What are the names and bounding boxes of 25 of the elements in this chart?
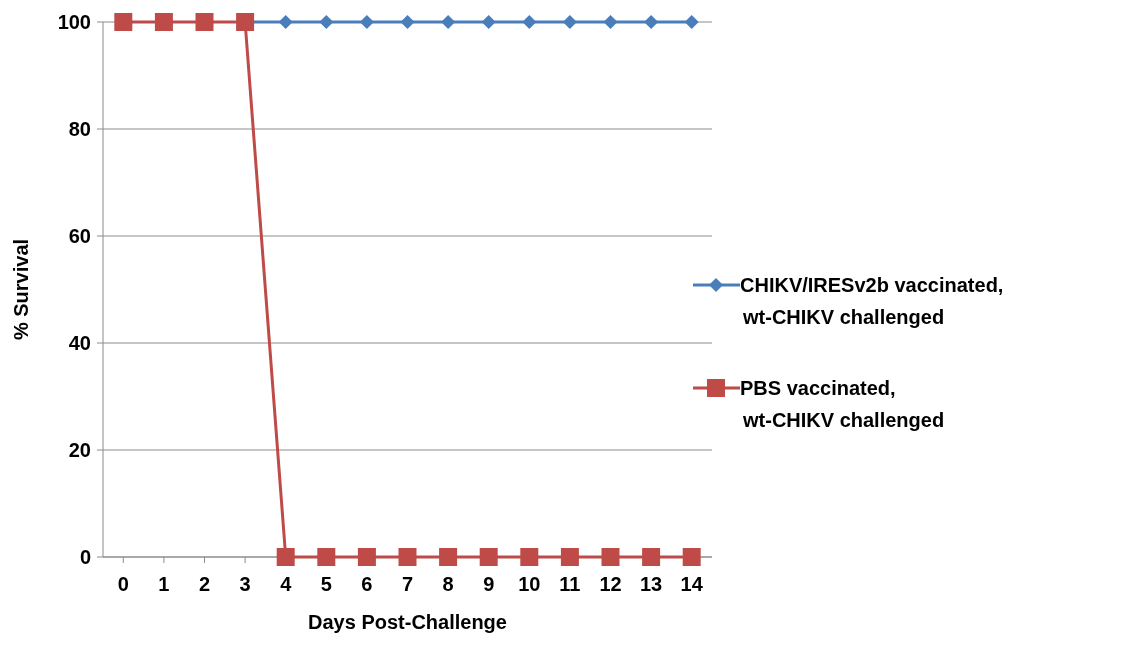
x-tick-label: 1 [158, 573, 170, 595]
x-tick-label: 9 [483, 573, 495, 595]
x-tick-label: 8 [442, 573, 454, 595]
x-tick-label: 12 [599, 573, 622, 595]
y-tick-label: 0 [79, 546, 91, 568]
x-tick-label: 3 [239, 573, 251, 595]
y-tick-label: 40 [68, 332, 91, 354]
y-tick-label: 20 [68, 439, 91, 461]
y-tick-label: 100 [57, 11, 91, 33]
x-tick-label: 11 [559, 573, 581, 595]
y-axis-title: % Survival [10, 238, 32, 341]
x-tick-label: 6 [361, 573, 373, 595]
x-tick-label: 0 [117, 573, 129, 595]
x-tick-label: 13 [639, 573, 663, 595]
legend-label: CHIKV/IRESv2b vaccinated, wt-CHIKV challenged [740, 274, 1004, 328]
x-axis-title: Days Post-Challenge [308, 611, 507, 633]
x-tick-label: 4 [280, 573, 293, 595]
y-tick-label: 60 [68, 225, 91, 247]
x-tick-label: 2 [198, 573, 211, 595]
x-tick-label: 14 [680, 573, 704, 595]
legend-label: PBS vaccinated, wt-CHIKV challenged [740, 377, 945, 431]
x-tick-label: 7 [401, 573, 414, 595]
y-tick-label: 80 [68, 118, 91, 140]
x-tick-label: 5 [320, 573, 332, 595]
x-tick-label: 10 [518, 573, 541, 595]
